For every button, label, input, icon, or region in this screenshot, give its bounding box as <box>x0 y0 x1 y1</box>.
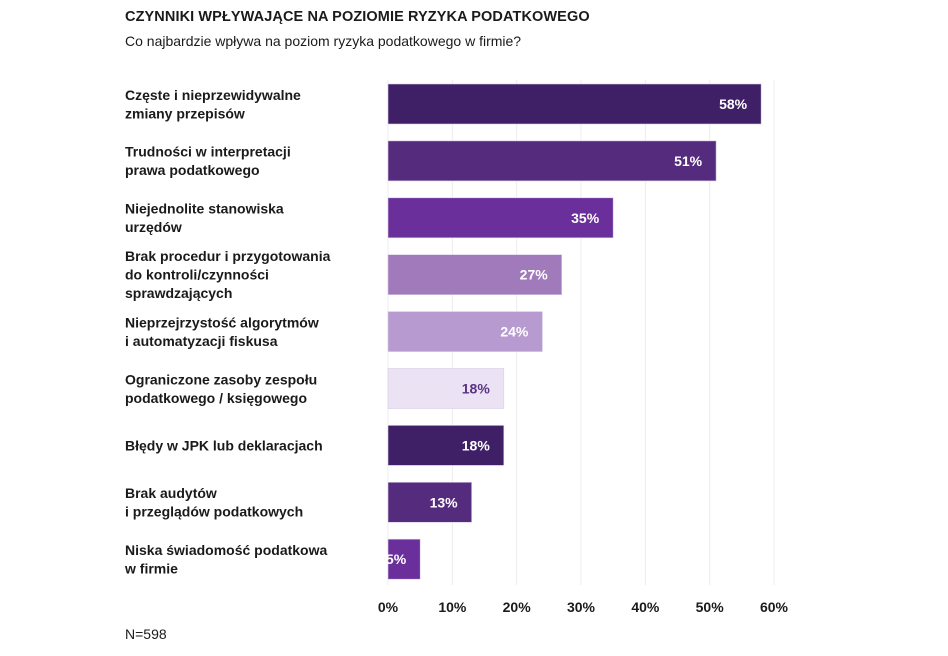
category-label: Brak procedur i przygotowania <box>125 248 331 264</box>
category-label: podatkowego / księgowego <box>125 390 307 406</box>
category-label: i przeglądów podatkowych <box>125 504 303 520</box>
category-label: prawa podatkowego <box>125 162 260 178</box>
chart-title: CZYNNIKI WPŁYWAJĄCE NA POZIOMIE RYZYKA P… <box>125 9 590 25</box>
category-label: Częste i nieprzewidywalne <box>125 87 301 103</box>
category-label: Błędy w JPK lub deklaracjach <box>125 437 323 453</box>
x-tick-label: 60% <box>760 599 789 615</box>
value-label: 5% <box>386 551 407 567</box>
category-label: w firmie <box>124 560 178 576</box>
bar <box>387 425 505 466</box>
category-label: Trudności w interpretacji <box>125 144 291 160</box>
bar <box>387 368 505 409</box>
value-label: 27% <box>520 267 549 283</box>
chart-subtitle: Co najbardzie wpływa na poziom ryzyka po… <box>125 33 522 49</box>
value-label: 24% <box>500 324 529 340</box>
bar <box>387 197 614 239</box>
bar <box>387 481 472 523</box>
value-label: 18% <box>462 381 491 397</box>
x-tick-label: 10% <box>438 599 467 615</box>
category-label: Niejednolite stanowiska <box>125 201 284 217</box>
category-label: Ograniczone zasoby zespołu <box>125 371 317 387</box>
category-label: Brak audytów <box>125 485 217 501</box>
category-label: Niska świadomość podatkowa <box>125 542 327 558</box>
x-tick-label: 40% <box>631 599 660 615</box>
x-tick-label: 0% <box>378 599 399 615</box>
x-tick-label: 20% <box>503 599 532 615</box>
bar <box>387 311 543 352</box>
sample-size-note: N=598 <box>125 626 167 642</box>
x-tick-label: 30% <box>567 599 596 615</box>
category-label: Nieprzejrzystość algorytmów <box>125 314 319 330</box>
category-label: do kontroli/czynności <box>125 267 269 283</box>
bar <box>387 83 762 125</box>
category-label: zmiany przepisów <box>125 105 245 121</box>
category-label: urzędów <box>125 219 182 235</box>
bar <box>387 538 421 580</box>
category-label: sprawdzających <box>125 285 232 301</box>
value-label: 18% <box>462 437 491 453</box>
value-label: 58% <box>719 96 748 112</box>
x-tick-label: 50% <box>696 599 725 615</box>
bar <box>387 254 562 295</box>
category-label: i automatyzacji fiskusa <box>125 333 278 349</box>
bar <box>387 140 717 182</box>
value-label: 35% <box>571 210 600 226</box>
value-label: 13% <box>430 494 459 510</box>
value-label: 51% <box>674 153 703 169</box>
